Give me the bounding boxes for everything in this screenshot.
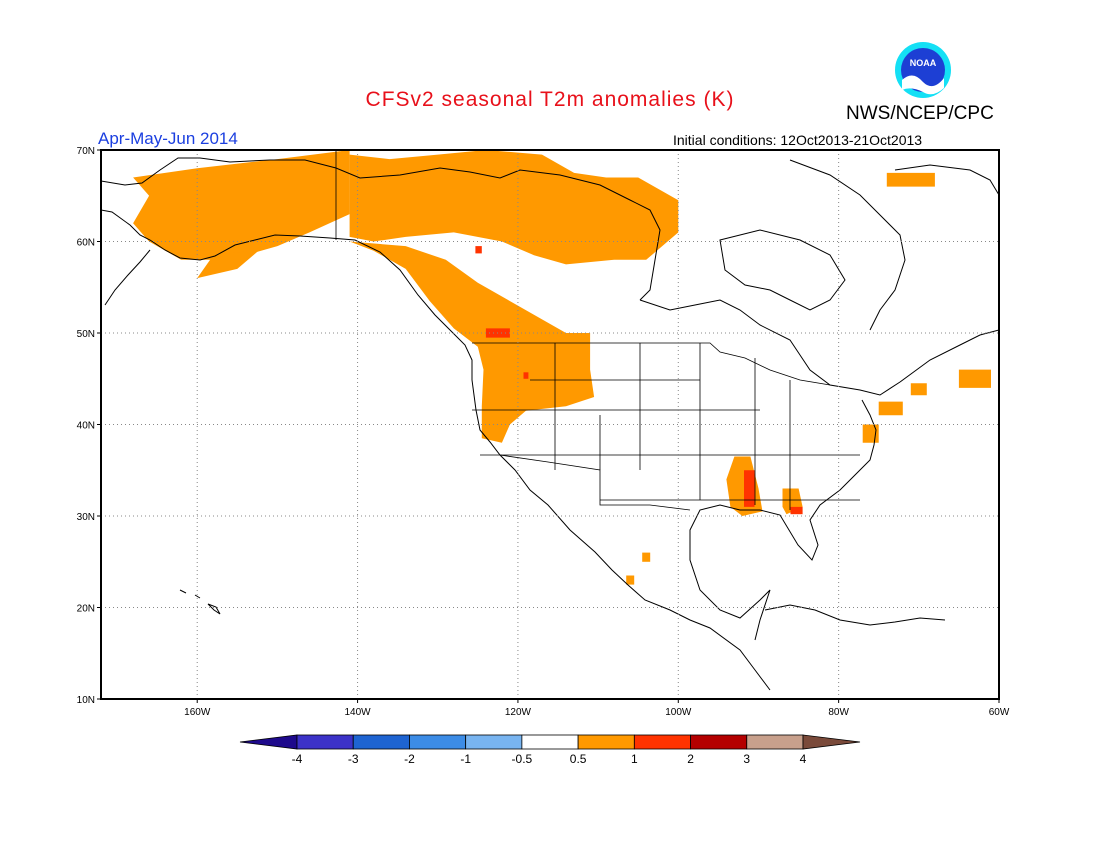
colorbar-label: 4 — [800, 752, 807, 766]
colorbar-segment — [521, 734, 579, 750]
political-borders — [335, 150, 860, 511]
anomaly-region-7 — [862, 424, 879, 443]
anomaly-region-5 — [910, 383, 927, 396]
anomaly-region-16 — [744, 470, 755, 507]
agency-label: NWS/NCEP/CPC — [846, 103, 994, 124]
lon-tick-label: 160W — [184, 707, 211, 718]
colorbar-label: 0.5 — [570, 752, 587, 766]
colorbar-label: 2 — [687, 752, 694, 766]
lat-tick-label: 60N — [77, 238, 95, 249]
colorbar-segment — [352, 734, 410, 750]
colorbar-label: 1 — [631, 752, 638, 766]
lon-tick-label: 100W — [665, 707, 692, 718]
anomaly-region-15 — [523, 372, 529, 379]
coastlines — [101, 157, 999, 691]
lat-tick-label: 70N — [77, 146, 95, 157]
colorbar-segment — [633, 734, 691, 750]
noaa-logo-icon: NOAA — [895, 42, 951, 98]
axis-ticks: 160W 140W 120W 100W 80W 60W 10N 20N 30N 40N 50N 60N… — [77, 146, 1010, 718]
colorbar-segment — [296, 734, 354, 750]
anomaly-regions — [133, 150, 991, 585]
anomaly-region-1 — [173, 241, 270, 286]
svg-text:NOAA: NOAA — [910, 58, 937, 68]
lat-tick-label: 20N — [77, 604, 95, 615]
anomaly-region-3 — [349, 241, 595, 443]
colorbar: -4 -3 -2 -1 -0.5 0.5 1 2 3 4 — [239, 734, 861, 766]
lon-tick-label: 60W — [989, 707, 1010, 718]
colorbar-high-arrow — [802, 734, 861, 750]
lat-tick-label: 40N — [77, 421, 95, 432]
anomaly-region-10 — [642, 552, 651, 562]
colorbar-segment — [690, 734, 748, 750]
lon-tick-label: 80W — [828, 707, 849, 718]
anomaly-region-6 — [878, 401, 903, 416]
colorbar-label: -4 — [292, 752, 303, 766]
colorbar-segment — [577, 734, 635, 750]
anomaly-region-2 — [349, 150, 679, 265]
lon-tick-label: 120W — [505, 707, 532, 718]
colorbar-label: -1 — [460, 752, 471, 766]
anomaly-region-11 — [626, 575, 635, 585]
anomaly-region-12 — [958, 369, 991, 388]
anomaly-region-17 — [790, 506, 803, 515]
colorbar-label: -0.5 — [512, 752, 533, 766]
chart-title: CFSv2 seasonal T2m anomalies (K) — [365, 88, 735, 111]
colorbar-segment — [746, 734, 804, 750]
graticule — [101, 150, 999, 699]
lat-tick-label: 50N — [77, 329, 95, 340]
anomaly-region-14 — [475, 246, 482, 254]
colorbar-label: -2 — [404, 752, 415, 766]
colorbar-label: 3 — [743, 752, 750, 766]
colorbar-label: -3 — [348, 752, 359, 766]
forecast-period: Apr-May-Jun 2014 — [98, 129, 238, 148]
lon-tick-label: 140W — [345, 707, 372, 718]
initial-conditions: Initial conditions: 12Oct2013-21Oct2013 — [673, 132, 923, 148]
lat-tick-label: 30N — [77, 512, 95, 523]
colorbar-segment — [409, 734, 467, 750]
anomaly-region-4 — [886, 172, 935, 187]
colorbar-low-arrow — [239, 734, 298, 750]
lat-tick-label: 10N — [77, 695, 95, 706]
anomaly-region-0 — [133, 150, 350, 260]
colorbar-segment — [465, 734, 523, 750]
